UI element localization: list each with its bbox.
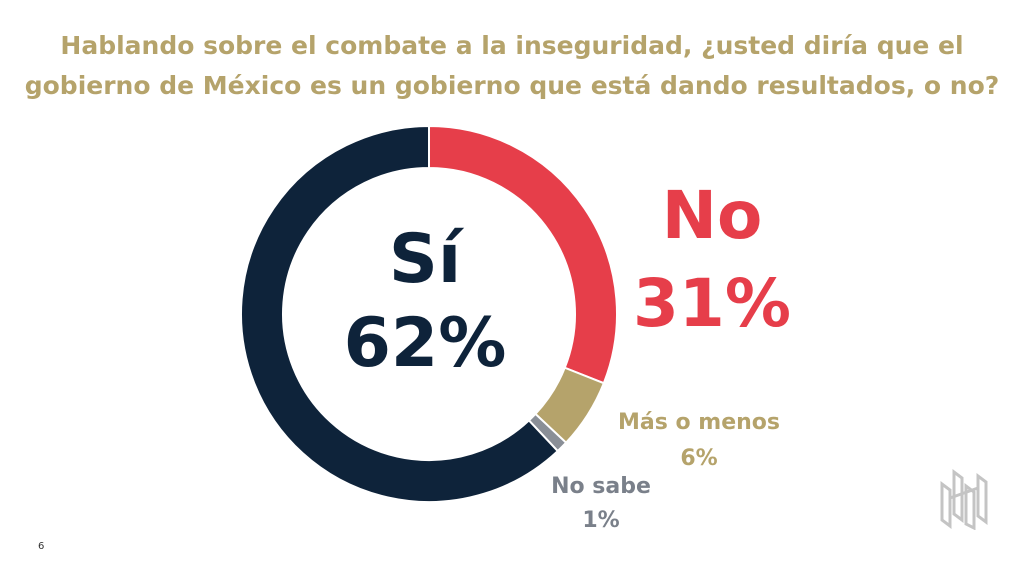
- slice-si: [240, 124, 560, 503]
- no-name: No: [661, 177, 763, 254]
- no-sabe-label: No sabe 1%: [536, 470, 666, 538]
- no-value: 31%: [633, 265, 791, 342]
- si-name: Sí: [388, 220, 462, 299]
- mas-o-menos-value: 6%: [680, 446, 718, 471]
- no-sabe-name: No sabe: [551, 474, 651, 499]
- title-line-2: gobierno de México es un gobierno que es…: [24, 71, 1000, 100]
- mas-o-menos-name: Más o menos: [618, 410, 780, 435]
- no-label: No 31%: [612, 172, 812, 348]
- no-sabe-value: 1%: [582, 508, 620, 533]
- company-logo-icon: [940, 469, 988, 530]
- title-line-1: Hablando sobre el combate a la insegurid…: [60, 31, 964, 60]
- si-label: Sí 62%: [330, 218, 520, 386]
- si-value: 62%: [343, 304, 507, 383]
- slide-title: Hablando sobre el combate a la insegurid…: [0, 26, 1024, 106]
- page-number: 6: [38, 541, 45, 552]
- mas-o-menos-label: Más o menos 6%: [604, 405, 794, 477]
